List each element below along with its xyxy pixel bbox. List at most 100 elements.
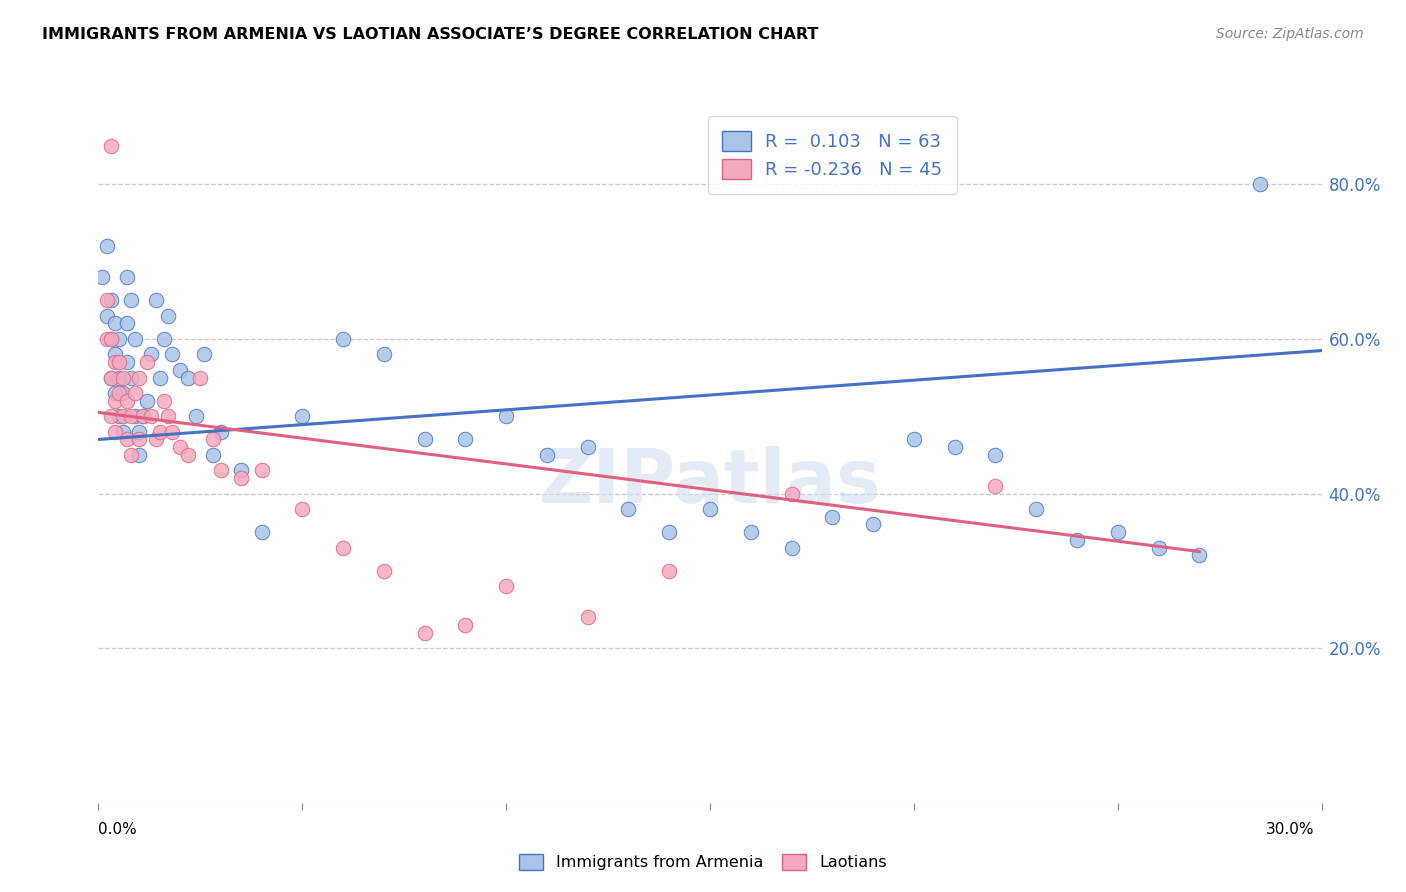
Point bbox=[108, 386, 131, 401]
Point bbox=[108, 370, 131, 384]
Point bbox=[169, 440, 191, 454]
Point bbox=[141, 347, 163, 361]
Point bbox=[96, 293, 118, 308]
Point bbox=[141, 409, 163, 424]
Point bbox=[124, 332, 146, 346]
Point bbox=[495, 409, 517, 424]
Point bbox=[96, 239, 118, 253]
Point bbox=[943, 440, 966, 454]
Point bbox=[454, 433, 477, 447]
Point bbox=[96, 332, 118, 346]
Point bbox=[128, 425, 150, 439]
Point bbox=[124, 409, 146, 424]
Point bbox=[1249, 178, 1271, 192]
Point bbox=[120, 409, 142, 424]
Point bbox=[104, 425, 127, 439]
Point bbox=[250, 525, 273, 540]
Point bbox=[100, 332, 122, 346]
Point bbox=[201, 433, 224, 447]
Point bbox=[96, 309, 118, 323]
Point bbox=[1107, 525, 1129, 540]
Point bbox=[100, 293, 122, 308]
Point bbox=[156, 309, 179, 323]
Point bbox=[373, 347, 395, 361]
Point bbox=[821, 509, 844, 524]
Point bbox=[984, 448, 1007, 462]
Point bbox=[111, 370, 134, 384]
Point bbox=[104, 386, 127, 401]
Point bbox=[177, 370, 200, 384]
Point bbox=[128, 448, 150, 462]
Point bbox=[108, 409, 131, 424]
Point bbox=[1066, 533, 1088, 547]
Point bbox=[149, 425, 172, 439]
Point bbox=[100, 370, 122, 384]
Point bbox=[186, 409, 208, 424]
Point bbox=[108, 332, 131, 346]
Text: 30.0%: 30.0% bbox=[1267, 822, 1315, 837]
Point bbox=[136, 355, 159, 369]
Point bbox=[536, 448, 558, 462]
Point bbox=[495, 579, 517, 593]
Point bbox=[160, 347, 183, 361]
Point bbox=[862, 517, 884, 532]
Text: Source: ZipAtlas.com: Source: ZipAtlas.com bbox=[1216, 27, 1364, 41]
Point bbox=[145, 293, 167, 308]
Text: ZIPatlas: ZIPatlas bbox=[538, 446, 882, 519]
Point bbox=[124, 386, 146, 401]
Point bbox=[104, 317, 127, 331]
Point bbox=[231, 471, 253, 485]
Point bbox=[128, 370, 150, 384]
Point bbox=[780, 541, 803, 555]
Point bbox=[576, 610, 599, 624]
Point bbox=[111, 386, 134, 401]
Text: IMMIGRANTS FROM ARMENIA VS LAOTIAN ASSOCIATE’S DEGREE CORRELATION CHART: IMMIGRANTS FROM ARMENIA VS LAOTIAN ASSOC… bbox=[42, 27, 818, 42]
Point bbox=[108, 355, 131, 369]
Point bbox=[152, 393, 174, 408]
Point bbox=[160, 425, 183, 439]
Point bbox=[209, 425, 232, 439]
Point bbox=[413, 625, 436, 640]
Point bbox=[699, 502, 721, 516]
Point bbox=[100, 138, 122, 153]
Point bbox=[188, 370, 212, 384]
Point bbox=[104, 347, 127, 361]
Point bbox=[115, 270, 138, 285]
Point bbox=[115, 355, 138, 369]
Point bbox=[132, 409, 155, 424]
Point bbox=[291, 409, 314, 424]
Point bbox=[617, 502, 640, 516]
Point bbox=[132, 409, 155, 424]
Point bbox=[120, 370, 142, 384]
Point bbox=[373, 564, 395, 578]
Point bbox=[177, 448, 200, 462]
Point bbox=[169, 363, 191, 377]
Point bbox=[111, 425, 134, 439]
Point bbox=[1147, 541, 1170, 555]
Point bbox=[332, 541, 354, 555]
Point bbox=[576, 440, 599, 454]
Point bbox=[149, 370, 172, 384]
Point bbox=[740, 525, 762, 540]
Point bbox=[115, 317, 138, 331]
Point bbox=[984, 479, 1007, 493]
Point bbox=[128, 433, 150, 447]
Point bbox=[104, 355, 127, 369]
Point bbox=[658, 564, 681, 578]
Point bbox=[120, 293, 142, 308]
Point bbox=[658, 525, 681, 540]
Legend: Immigrants from Armenia, Laotians: Immigrants from Armenia, Laotians bbox=[513, 847, 893, 877]
Point bbox=[209, 463, 232, 477]
Point bbox=[145, 433, 167, 447]
Point bbox=[903, 433, 925, 447]
Point bbox=[454, 618, 477, 632]
Point bbox=[104, 393, 127, 408]
Point bbox=[291, 502, 314, 516]
Point bbox=[201, 448, 224, 462]
Point bbox=[250, 463, 273, 477]
Point bbox=[115, 393, 138, 408]
Point bbox=[1025, 502, 1047, 516]
Point bbox=[780, 486, 803, 500]
Point bbox=[136, 393, 159, 408]
Point bbox=[1188, 549, 1211, 563]
